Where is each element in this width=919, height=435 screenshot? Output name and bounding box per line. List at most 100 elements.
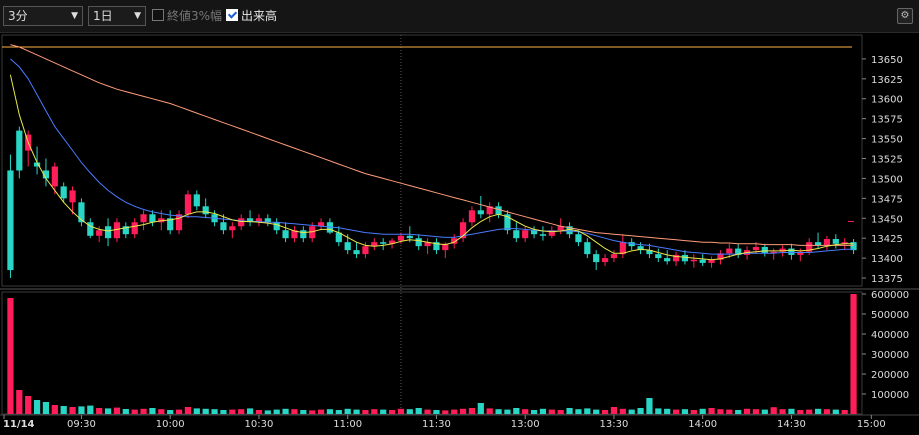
- candle-body: [814, 242, 822, 246]
- candle-body: [566, 226, 573, 235]
- time-tick-label: 14:00: [688, 419, 717, 430]
- candle-body: [522, 230, 529, 239]
- volume-bar: [548, 409, 555, 414]
- volume-bar: [557, 410, 564, 414]
- candle-body: [167, 218, 174, 231]
- time-tick-label: 15:00: [857, 419, 886, 430]
- volume-bar: [761, 409, 768, 414]
- candle-body: [504, 214, 511, 231]
- candle-body: [486, 206, 493, 215]
- candle-body: [539, 234, 547, 236]
- price-panel-frame: [1, 34, 863, 287]
- candle-body: [850, 242, 857, 251]
- volume-bar: [60, 406, 67, 414]
- ma-long-line: [10, 44, 854, 246]
- candle-body: [433, 242, 440, 251]
- volume-bar: [87, 405, 94, 414]
- time-tick-label: 10:00: [156, 419, 185, 430]
- close-3pct-label: 終値3%幅: [167, 9, 223, 23]
- volume-checkbox[interactable]: 出来高: [226, 8, 277, 24]
- candle-body: [51, 166, 58, 187]
- volume-bar: [175, 409, 183, 414]
- candle-body: [78, 202, 85, 223]
- volume-bar: [415, 408, 422, 414]
- volume-bar: [690, 410, 697, 414]
- volume-bar: [726, 409, 733, 414]
- volume-bar: [770, 407, 777, 414]
- volume-bar: [282, 408, 289, 414]
- interval-select[interactable]: 3分 ▼: [3, 6, 83, 26]
- candle-body: [113, 222, 121, 239]
- candle-body: [681, 254, 689, 262]
- candle-body: [96, 230, 103, 236]
- gear-icon[interactable]: ⚙: [897, 8, 913, 24]
- time-tick-label: 13:00: [511, 419, 540, 430]
- volume-bar: [167, 410, 174, 414]
- candle-body: [468, 210, 476, 223]
- candle-body: [388, 240, 396, 244]
- candle-body: [646, 250, 653, 255]
- volume-bar: [78, 406, 85, 414]
- candle-body: [344, 242, 351, 251]
- candle-body: [451, 238, 458, 244]
- candle-body: [495, 206, 502, 215]
- volume-bar: [850, 294, 857, 414]
- volume-bar: [238, 409, 245, 414]
- candle-body: [513, 230, 520, 239]
- candle-body: [140, 214, 147, 223]
- checkbox-checked-icon: [226, 9, 238, 21]
- volume-bar: [380, 409, 387, 414]
- candle-body: [184, 194, 192, 215]
- volume-bar: [628, 409, 635, 414]
- close-3pct-checkbox[interactable]: 終値3%幅: [152, 8, 222, 24]
- candle-body: [770, 251, 777, 254]
- candle-body: [238, 218, 245, 227]
- volume-bar: [823, 409, 831, 414]
- price-tick-label: 13600: [871, 95, 903, 106]
- candle-body: [16, 130, 23, 171]
- candle-body: [193, 194, 200, 207]
- volume-bar: [459, 408, 467, 414]
- candle-body: [122, 226, 129, 235]
- volume-bar: [140, 408, 147, 414]
- volume-bar: [424, 409, 431, 414]
- candle-body: [832, 238, 839, 244]
- price-tick-label: 13625: [871, 75, 903, 86]
- candle-body: [761, 246, 768, 254]
- volume-bar: [202, 408, 209, 414]
- interval-value: 3分: [8, 9, 28, 23]
- price-tick-label: 13400: [871, 254, 903, 265]
- candle-body: [726, 248, 733, 254]
- volume-bar: [477, 403, 484, 414]
- candle-body: [610, 254, 618, 259]
- candle-body: [220, 222, 227, 231]
- candle-body: [300, 230, 307, 239]
- ma-mid-line: [10, 58, 854, 255]
- volume-bar: [104, 408, 112, 414]
- period-value: 1日: [93, 9, 113, 23]
- volume-bar: [158, 409, 165, 414]
- volume-bar: [229, 409, 236, 414]
- candle-body: [699, 259, 706, 263]
- candle-body: [637, 246, 644, 251]
- volume-bar: [735, 410, 742, 414]
- volume-bar: [832, 409, 839, 414]
- candle-body: [548, 230, 555, 236]
- volume-bar: [16, 390, 23, 414]
- volume-bar: [593, 409, 600, 414]
- volume-bar: [797, 410, 804, 414]
- price-tick-label: 13650: [871, 55, 903, 66]
- candle-body: [690, 259, 697, 262]
- volume-bar: [406, 409, 413, 414]
- candle-body: [273, 222, 280, 231]
- time-tick-label: 11:30: [422, 419, 451, 430]
- candle-body: [477, 210, 484, 215]
- volume-bar: [619, 408, 626, 414]
- price-tick-label: 13500: [871, 174, 903, 185]
- volume-bar: [522, 409, 529, 414]
- volume-bar: [743, 408, 751, 414]
- volume-bar: [646, 398, 653, 414]
- period-select[interactable]: 1日 ▼: [88, 6, 146, 26]
- candle-body: [317, 222, 325, 227]
- volume-bar: [664, 408, 671, 414]
